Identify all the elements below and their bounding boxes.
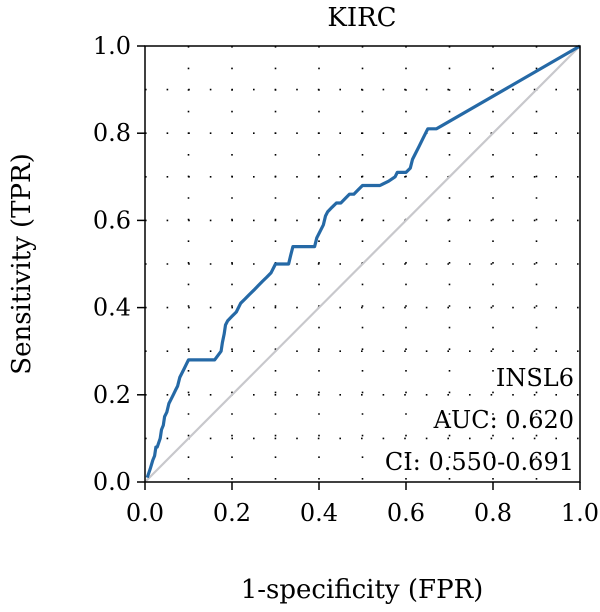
y-tick-label: 0.6 <box>93 206 131 234</box>
roc-curve <box>145 44 581 479</box>
annotation-auc: AUC: 0.620 <box>433 406 574 434</box>
y-tick-label: 0.8 <box>93 119 131 147</box>
x-tick-label: 0.0 <box>126 499 164 527</box>
x-axis: 0.0 0.2 0.4 0.6 0.8 1.0 <box>126 482 599 527</box>
y-tick-label: 0.4 <box>93 294 131 322</box>
annotation-marker-name: INSL6 <box>496 364 574 392</box>
plot-frame <box>144 45 581 483</box>
x-tick-label: 0.2 <box>213 499 251 527</box>
diagonal-reference-line <box>144 45 581 483</box>
y-tick-label: 0.2 <box>93 381 131 409</box>
y-tick-label: 1.0 <box>93 32 131 60</box>
chart-title: KIRC <box>327 3 396 33</box>
x-axis-label: 1-specificity (FPR) <box>241 575 484 605</box>
x-tick-label: 0.6 <box>387 499 425 527</box>
x-tick-label: 0.8 <box>474 499 512 527</box>
y-tick-label: 0.0 <box>93 468 131 496</box>
y-axis: 0.0 0.2 0.4 0.6 0.8 1.0 <box>93 32 145 496</box>
x-tick-label: 0.4 <box>300 499 338 527</box>
annotation-ci: CI: 0.550-0.691 <box>385 448 574 476</box>
x-tick-label: 1.0 <box>561 499 599 527</box>
y-axis-label: Sensitivity (TPR) <box>7 153 37 374</box>
